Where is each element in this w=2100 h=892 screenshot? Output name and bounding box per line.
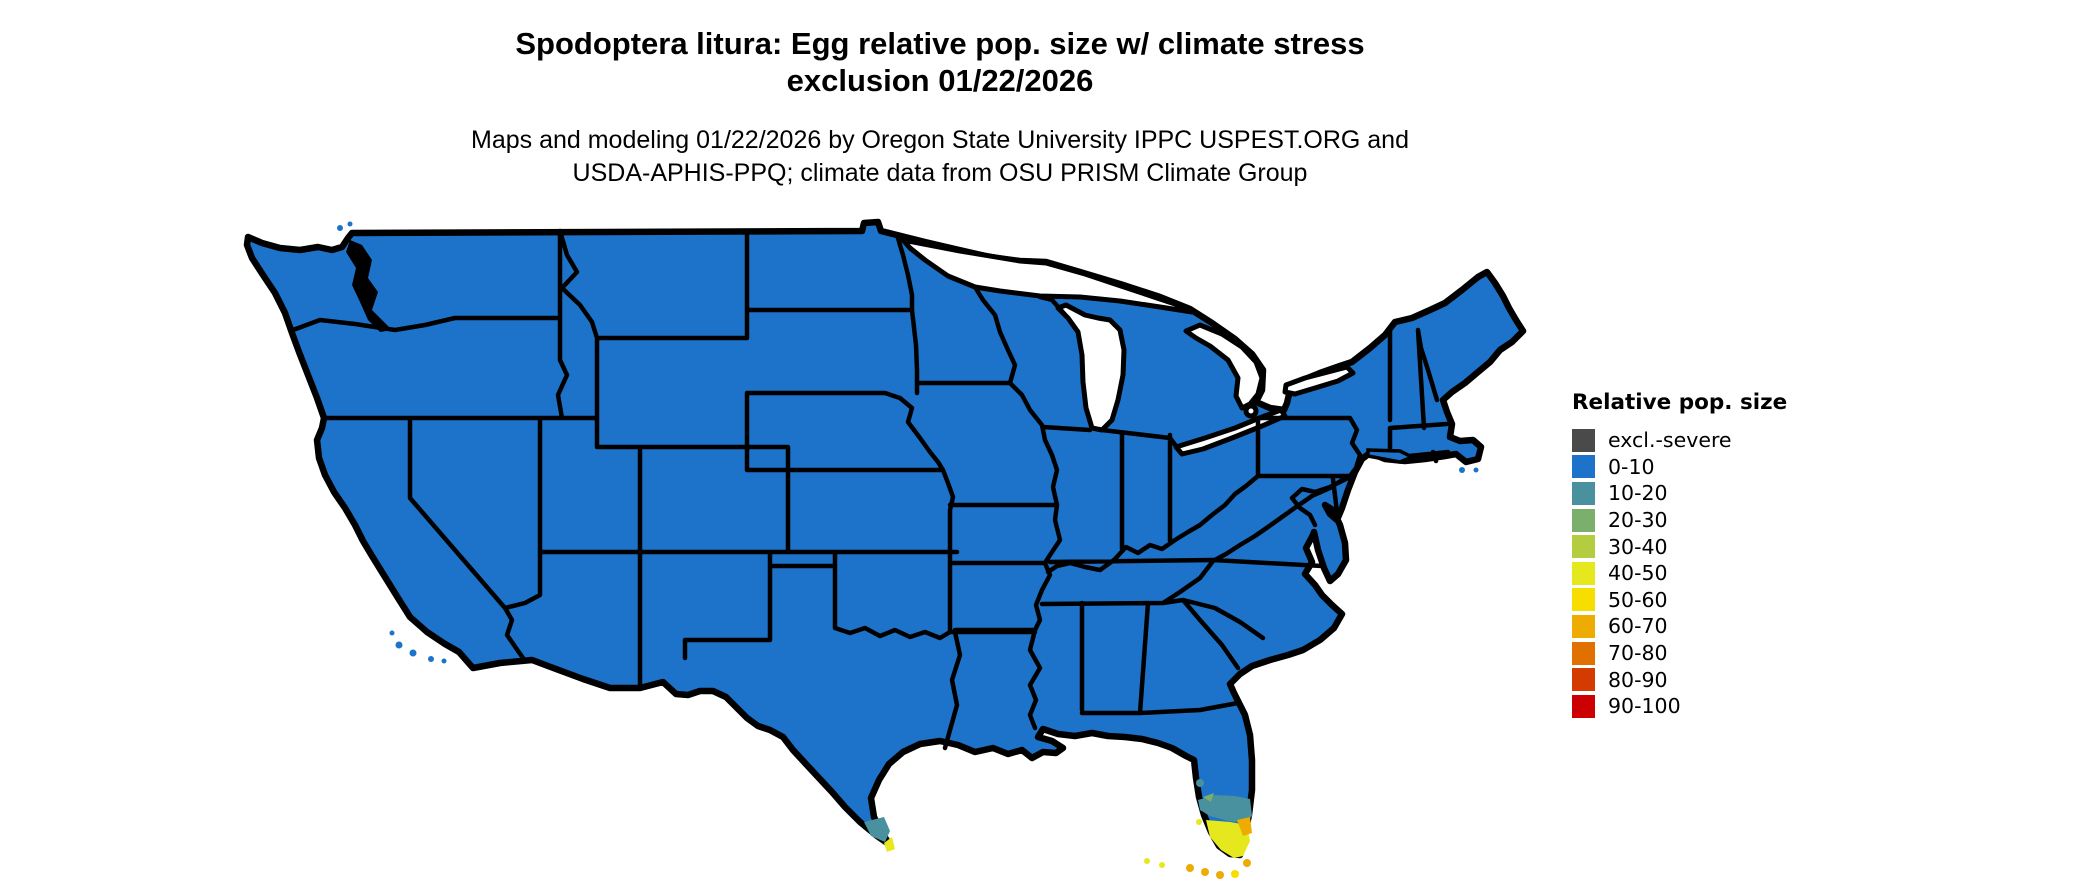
legend-swatch-60-70 bbox=[1572, 614, 1595, 638]
florida-hotspots bbox=[1196, 779, 1252, 858]
long-island bbox=[1366, 448, 1417, 464]
legend-row: 20-30 bbox=[1572, 507, 1787, 534]
us-nation-outline bbox=[243, 218, 1527, 859]
lake-michigan bbox=[1055, 302, 1127, 433]
legend-swatch-80-90 bbox=[1572, 668, 1595, 692]
legend-label: 0-10 bbox=[1608, 454, 1655, 479]
legend-title: Relative pop. size bbox=[1572, 390, 1788, 415]
florida-patch-10-20 bbox=[1198, 795, 1252, 823]
legend-row: 50-60 bbox=[1572, 587, 1787, 614]
legend-swatch-excl-severe bbox=[1572, 428, 1595, 452]
legend-row: excl.-severe bbox=[1572, 427, 1787, 454]
legend-swatch-40-50 bbox=[1572, 561, 1595, 585]
legend-label: 80-90 bbox=[1608, 667, 1668, 692]
legend-label: 90-100 bbox=[1608, 694, 1681, 719]
lake-huron bbox=[1183, 322, 1265, 411]
lake-st-clair bbox=[1243, 403, 1259, 419]
legend-swatch-50-60 bbox=[1572, 588, 1595, 612]
legend-swatch-30-40 bbox=[1572, 535, 1595, 559]
channel-island-dot bbox=[389, 630, 395, 636]
lake-ontario bbox=[1282, 364, 1356, 397]
legend: Relative pop. size excl.-severe 0-10 10-… bbox=[1572, 390, 1787, 720]
legend-label: 70-80 bbox=[1608, 641, 1668, 666]
texas-patch-10-20 bbox=[864, 817, 890, 842]
florida-coast-teal-dot bbox=[1196, 779, 1204, 787]
coastal-islands bbox=[337, 221, 1479, 664]
keys-dot-orange bbox=[1216, 871, 1224, 879]
massachusetts-island-dot bbox=[1473, 467, 1479, 473]
san-juan-island-dot bbox=[337, 225, 343, 231]
keys-dot-yellow bbox=[1144, 858, 1150, 864]
keys-dot-orange bbox=[1243, 859, 1251, 867]
legend-label: 40-50 bbox=[1608, 561, 1668, 586]
legend-row: 90-100 bbox=[1572, 693, 1787, 720]
state-borders bbox=[290, 228, 1451, 751]
map-attribution-line1: Maps and modeling 01/22/2026 by Oregon S… bbox=[471, 126, 1409, 154]
legend-label: 10-20 bbox=[1608, 481, 1668, 506]
keys-dot-orange bbox=[1201, 868, 1209, 876]
legend-row: 0-10 bbox=[1572, 454, 1787, 481]
massachusetts-island-dot bbox=[1459, 467, 1465, 473]
legend-row: 10-20 bbox=[1572, 480, 1787, 507]
map-title-line1: Spodoptera litura: Egg relative pop. siz… bbox=[515, 26, 1365, 61]
channel-island-dot bbox=[428, 656, 434, 662]
san-juan-island-dot bbox=[347, 221, 353, 227]
puget-sound bbox=[346, 240, 392, 332]
keys-dot-gold bbox=[1231, 870, 1239, 878]
keys-dot-yellow bbox=[1159, 862, 1165, 868]
legend-swatch-10-20 bbox=[1572, 481, 1595, 505]
channel-island-dot bbox=[409, 649, 417, 657]
florida-coast-yellow-dot bbox=[1196, 819, 1202, 825]
legend-row: 70-80 bbox=[1572, 640, 1787, 667]
florida-patch-40-50 bbox=[1206, 820, 1250, 858]
great-lakes bbox=[900, 237, 1356, 457]
legend-row: 80-90 bbox=[1572, 666, 1787, 693]
keys-dot-orange bbox=[1186, 864, 1194, 872]
map-title-line2: exclusion 01/22/2026 bbox=[786, 63, 1094, 98]
legend-swatch-20-30 bbox=[1572, 508, 1595, 532]
legend-label: 60-70 bbox=[1608, 614, 1668, 639]
legend-swatch-70-80 bbox=[1572, 641, 1595, 665]
legend-row: 60-70 bbox=[1572, 613, 1787, 640]
texas-patch-40-50 bbox=[884, 837, 895, 852]
legend-label: excl.-severe bbox=[1608, 428, 1732, 453]
lake-superior bbox=[900, 237, 1195, 315]
legend-row: 40-50 bbox=[1572, 560, 1787, 587]
legend-label: 30-40 bbox=[1608, 534, 1668, 559]
legend-label: 20-30 bbox=[1608, 508, 1668, 533]
legend-label: 50-60 bbox=[1608, 587, 1668, 612]
florida-keys-dots bbox=[1144, 858, 1251, 879]
channel-island-dot bbox=[395, 641, 403, 649]
map-title: Spodoptera litura: Egg relative pop. siz… bbox=[0, 25, 1880, 99]
map-attribution: Maps and modeling 01/22/2026 by Oregon S… bbox=[0, 124, 1880, 190]
legend-swatch-0-10 bbox=[1572, 455, 1595, 479]
legend-row: 30-40 bbox=[1572, 533, 1787, 560]
legend-swatch-90-100 bbox=[1572, 694, 1595, 718]
texas-hotspots bbox=[864, 817, 895, 852]
map-attribution-line2: USDA-APHIS-PPQ; climate data from OSU PR… bbox=[572, 159, 1308, 187]
channel-island-dot bbox=[441, 658, 447, 664]
florida-patch-60-70 bbox=[1237, 817, 1252, 836]
florida-patch-20-30 bbox=[1203, 793, 1214, 802]
